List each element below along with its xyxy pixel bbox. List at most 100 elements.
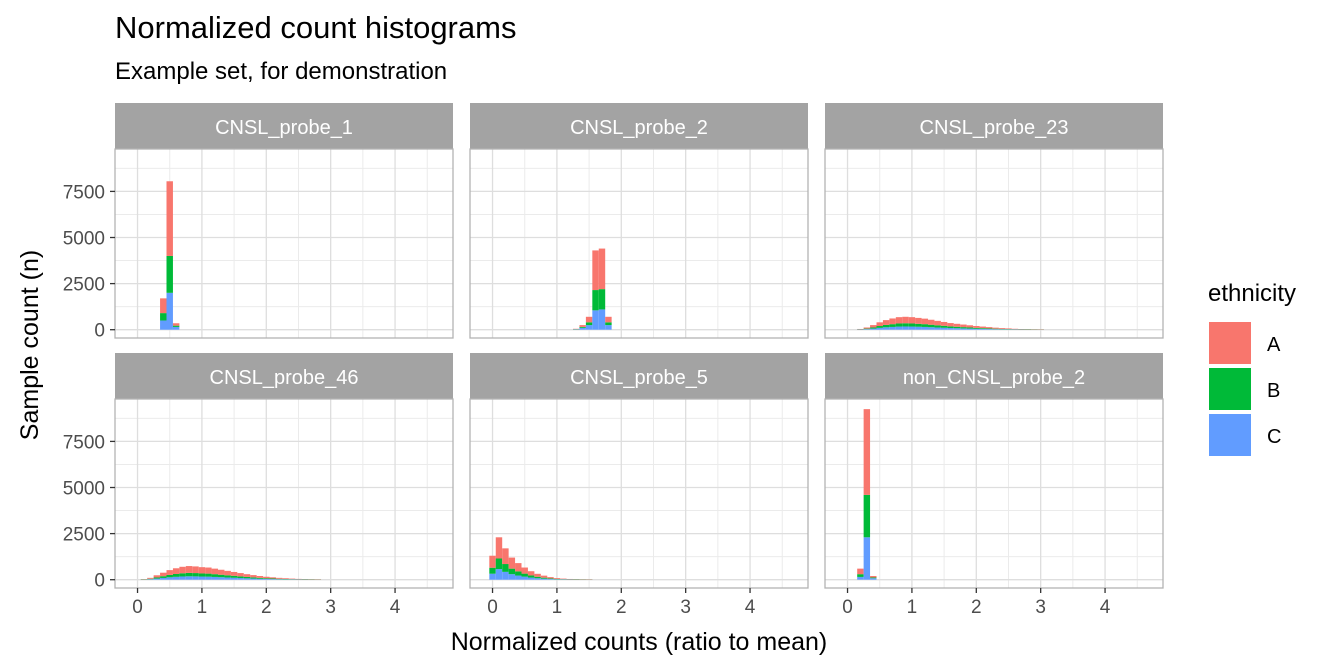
panel-strip-label: CNSL_probe_23 — [920, 117, 1069, 139]
histogram-bar-a — [934, 320, 941, 326]
panel-strip-label: CNSL_probe_46 — [210, 367, 359, 389]
panel-strip — [115, 103, 453, 149]
panel-CNSL-probe-1: CNSL_probe_1 0 2500 5000 7500 — [63, 103, 454, 342]
histogram-bar-a — [230, 571, 238, 576]
histogram-bar-b — [857, 574, 864, 577]
histogram-bar-c — [908, 326, 916, 330]
histogram-bar-a — [560, 578, 567, 580]
histogram-bar-b — [592, 290, 599, 311]
histogram-bar-c — [985, 329, 993, 330]
histogram-bar-a — [250, 575, 257, 578]
histogram-bar-a — [147, 577, 154, 579]
histogram-bar-a — [928, 319, 935, 325]
histogram-bar-a — [263, 576, 270, 579]
legend-key-b — [1209, 368, 1251, 410]
histogram-bar-c — [508, 574, 516, 580]
x-tick-label: 1 — [907, 597, 918, 618]
histogram-bar-b — [172, 325, 180, 327]
chart-subtitle: Example set, for demonstration — [115, 58, 448, 85]
histogram-bar-b — [172, 573, 180, 577]
histogram-bar-c — [585, 325, 593, 330]
histogram-bar-b — [256, 577, 264, 579]
panel-background — [470, 399, 808, 588]
x-tick-label: 3 — [1035, 597, 1046, 618]
histogram-bar-c — [953, 328, 961, 330]
histogram-bar-c — [185, 576, 193, 580]
histogram-bar-c — [192, 576, 199, 580]
histogram-bar-a — [921, 318, 929, 325]
histogram-bar-b — [540, 577, 548, 579]
histogram-bar-b — [882, 324, 890, 328]
histogram-bar-a — [579, 325, 586, 327]
panel-strip-label: CNSL_probe_1 — [215, 117, 353, 139]
histogram-bar-b — [508, 568, 516, 575]
histogram-bar-c — [166, 577, 173, 580]
histogram-bar-b — [160, 313, 167, 321]
histogram-bar-a — [198, 567, 206, 574]
histogram-bar-b — [953, 326, 961, 329]
histogram-bar-c — [592, 310, 599, 330]
histogram-bar-a — [508, 557, 516, 569]
histogram-bar-c — [172, 326, 180, 330]
histogram-bar-b — [940, 325, 948, 328]
histogram-bar-a — [166, 570, 173, 575]
histogram-bar-a — [902, 316, 909, 324]
histogram-bar-c — [179, 576, 186, 580]
histogram-bar-a — [960, 324, 967, 328]
histogram-bar-c — [579, 327, 586, 330]
histogram-bar-a — [998, 328, 1006, 329]
histogram-bar-c — [979, 328, 986, 330]
histogram-bar-c — [218, 577, 225, 580]
y-tick-label: 7500 — [63, 432, 105, 453]
histogram-bar-a — [857, 568, 864, 575]
histogram-bar-a — [192, 566, 199, 574]
histogram-bar-c — [230, 577, 238, 580]
histogram-bar-a — [553, 578, 561, 579]
histogram-bar-a — [966, 325, 974, 328]
panel-border — [114, 398, 454, 589]
panel-strip — [470, 103, 808, 149]
panel-strip — [470, 353, 808, 399]
histogram-bar-c — [495, 569, 503, 580]
histogram-bar-b — [928, 324, 935, 328]
histogram-bar-b — [889, 324, 896, 327]
histogram-bar-a — [985, 327, 993, 329]
histogram-bar-b — [211, 574, 219, 577]
histogram-bar-a — [172, 568, 180, 574]
y-tick-label: 7500 — [63, 182, 105, 203]
x-tick-label: 3 — [325, 597, 336, 618]
panel-strip — [825, 103, 1163, 149]
histogram-bar-c — [966, 328, 974, 330]
histogram-bar-b — [895, 323, 903, 327]
histogram-bar-c — [870, 578, 877, 580]
panel-strip-label: CNSL_probe_2 — [570, 117, 708, 139]
histogram-bar-a — [160, 298, 167, 314]
histogram-bar-b — [192, 573, 199, 577]
histogram-bar-c — [243, 578, 251, 580]
histogram-bar-b — [598, 289, 606, 310]
histogram-bar-b — [902, 323, 909, 327]
x-tick-label: 1 — [552, 597, 563, 618]
histogram-bar-a — [243, 574, 251, 577]
legend-label: C — [1267, 426, 1281, 448]
histogram-bar-b — [908, 323, 916, 327]
histogram-bar-a — [172, 323, 180, 326]
histogram-bar-b — [870, 577, 877, 579]
histogram-bar-b — [979, 328, 986, 329]
x-tick-label: 2 — [261, 597, 272, 618]
histogram-bar-a — [269, 577, 276, 579]
histogram-bar-a — [973, 326, 980, 328]
histogram-bar-b — [153, 577, 161, 579]
x-tick-label: 4 — [745, 597, 756, 618]
x-tick-label: 0 — [132, 597, 143, 618]
histogram-bar-b — [218, 574, 225, 578]
histogram-bar-a — [940, 321, 948, 326]
histogram-bar-c — [527, 577, 535, 580]
histogram-bar-c — [895, 326, 903, 330]
histogram-bar-b — [876, 326, 883, 328]
histogram-bar-a — [547, 577, 554, 579]
histogram-bar-a — [521, 567, 528, 574]
histogram-bar-a — [592, 250, 599, 291]
histogram-bar-b — [495, 558, 503, 570]
panel-CNSL-probe-23: CNSL_probe_23 — [824, 103, 1164, 339]
